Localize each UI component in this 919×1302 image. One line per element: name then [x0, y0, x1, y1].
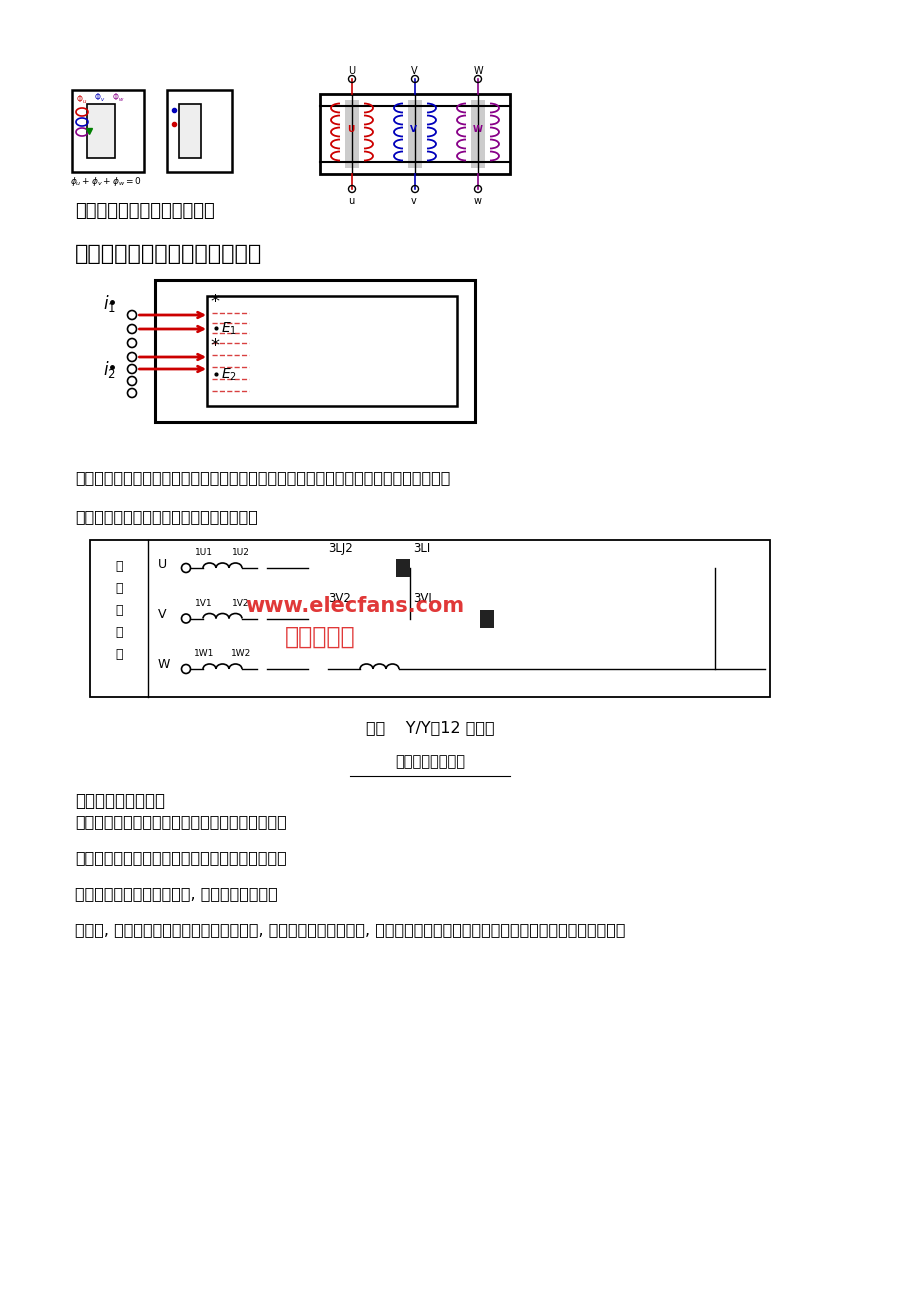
Text: $\phi_u+\phi_v+\phi_w=0$: $\phi_u+\phi_v+\phi_w=0$ — [70, 174, 142, 187]
Text: U: U — [347, 66, 355, 76]
Text: *: * — [210, 293, 219, 311]
Text: 1W1: 1W1 — [194, 648, 214, 658]
Text: 的磁通, 这个交变磁通不仅穿过一次侧绕组, 同时也穿过二次侧绕组, 它分别在两个绕组中引起感应电动势。这时如果二次侧与外: 的磁通, 这个交变磁通不仅穿过一次侧绕组, 同时也穿过二次侧绕组, 它分别在两个… — [75, 922, 625, 937]
Text: 1V1: 1V1 — [195, 599, 212, 608]
Text: u: u — [347, 197, 354, 206]
Bar — [395, 559, 410, 577]
Bar — [167, 90, 232, 172]
Text: W: W — [472, 125, 482, 134]
Text: 3VI: 3VI — [413, 592, 431, 605]
Text: 图一    Y/Y－12 联接组: 图一 Y/Y－12 联接组 — [365, 720, 494, 736]
Bar — [480, 609, 494, 628]
Bar — [345, 100, 358, 168]
Text: W: W — [473, 66, 483, 76]
Text: 1W2: 1W2 — [231, 648, 251, 658]
Text: U: U — [158, 557, 167, 570]
Text: 三相变压器工作原理: 三相变压器工作原理 — [75, 792, 165, 810]
Text: 流入该绕组就产生励磁作用, 在铁芯中产生交变: 流入该绕组就产生励磁作用, 在铁芯中产生交变 — [75, 885, 278, 901]
Text: 调: 调 — [115, 604, 122, 617]
Text: *: * — [210, 337, 219, 355]
Text: W: W — [158, 659, 170, 672]
Text: $\Phi_u$: $\Phi_u$ — [76, 92, 87, 105]
Bar — [207, 296, 457, 406]
Text: $i_1$: $i_1$ — [103, 293, 116, 314]
Text: $E_1$: $E_1$ — [221, 322, 237, 337]
Text: 1U1: 1U1 — [195, 548, 213, 557]
Text: 1U2: 1U2 — [232, 548, 250, 557]
Bar — [87, 104, 115, 158]
Text: www.elecfans.com: www.elecfans.com — [245, 596, 464, 617]
Text: V: V — [410, 125, 416, 134]
Bar — [179, 104, 200, 158]
Bar — [320, 94, 509, 174]
Text: 电子发烧友: 电子发烧友 — [284, 625, 355, 648]
Text: 二: 二 — [115, 560, 122, 573]
Text: w: w — [473, 197, 482, 206]
Text: 1V2: 1V2 — [232, 599, 249, 608]
Text: 二、三相变压器绕组的联接方式: 二、三相变压器绕组的联接方式 — [75, 243, 262, 264]
Text: 器: 器 — [115, 648, 122, 661]
Text: 性质：同名端上感应电动势极性永远相同。: 性质：同名端上感应电动势极性永远相同。 — [75, 509, 257, 523]
Text: V: V — [158, 608, 166, 621]
Text: 感应原理。当交流电压加到一次侧绕组后交流电流: 感应原理。当交流电压加到一次侧绕组后交流电流 — [75, 850, 287, 865]
Text: 相变压器工作原理：变压器的基本工作原理是电磁: 相变压器工作原理：变压器的基本工作原理是电磁 — [75, 814, 287, 829]
Text: $\Phi_w$: $\Phi_w$ — [112, 91, 124, 103]
Text: U: U — [346, 125, 354, 134]
Text: 若两绕组电流在铁心内产生的磁通相加，则定义两电流的流入端为两耦合绕组的同名端。: 若两绕组电流在铁心内产生的磁通相加，则定义两电流的流入端为两耦合绕组的同名端。 — [75, 470, 450, 486]
Bar — [407, 100, 422, 168]
Text: $\Phi_v$: $\Phi_v$ — [94, 91, 105, 103]
Bar — [154, 280, 474, 422]
Text: 压: 压 — [115, 626, 122, 639]
Text: 相: 相 — [115, 582, 122, 595]
Text: 3LI: 3LI — [413, 542, 430, 555]
Text: $E_2$: $E_2$ — [221, 367, 237, 383]
Text: 3LJ2: 3LJ2 — [328, 542, 352, 555]
Text: V: V — [411, 66, 417, 76]
Bar — [72, 90, 144, 172]
Text: 三相调压器接线图: 三相调压器接线图 — [394, 754, 464, 769]
Text: 三相心式：三相建胜彼此联系: 三相心式：三相建胜彼此联系 — [75, 202, 214, 220]
Bar — [471, 100, 484, 168]
Text: 3V2: 3V2 — [328, 592, 350, 605]
Bar — [90, 540, 769, 697]
Text: $i_2$: $i_2$ — [103, 359, 116, 380]
Text: v: v — [411, 197, 416, 206]
